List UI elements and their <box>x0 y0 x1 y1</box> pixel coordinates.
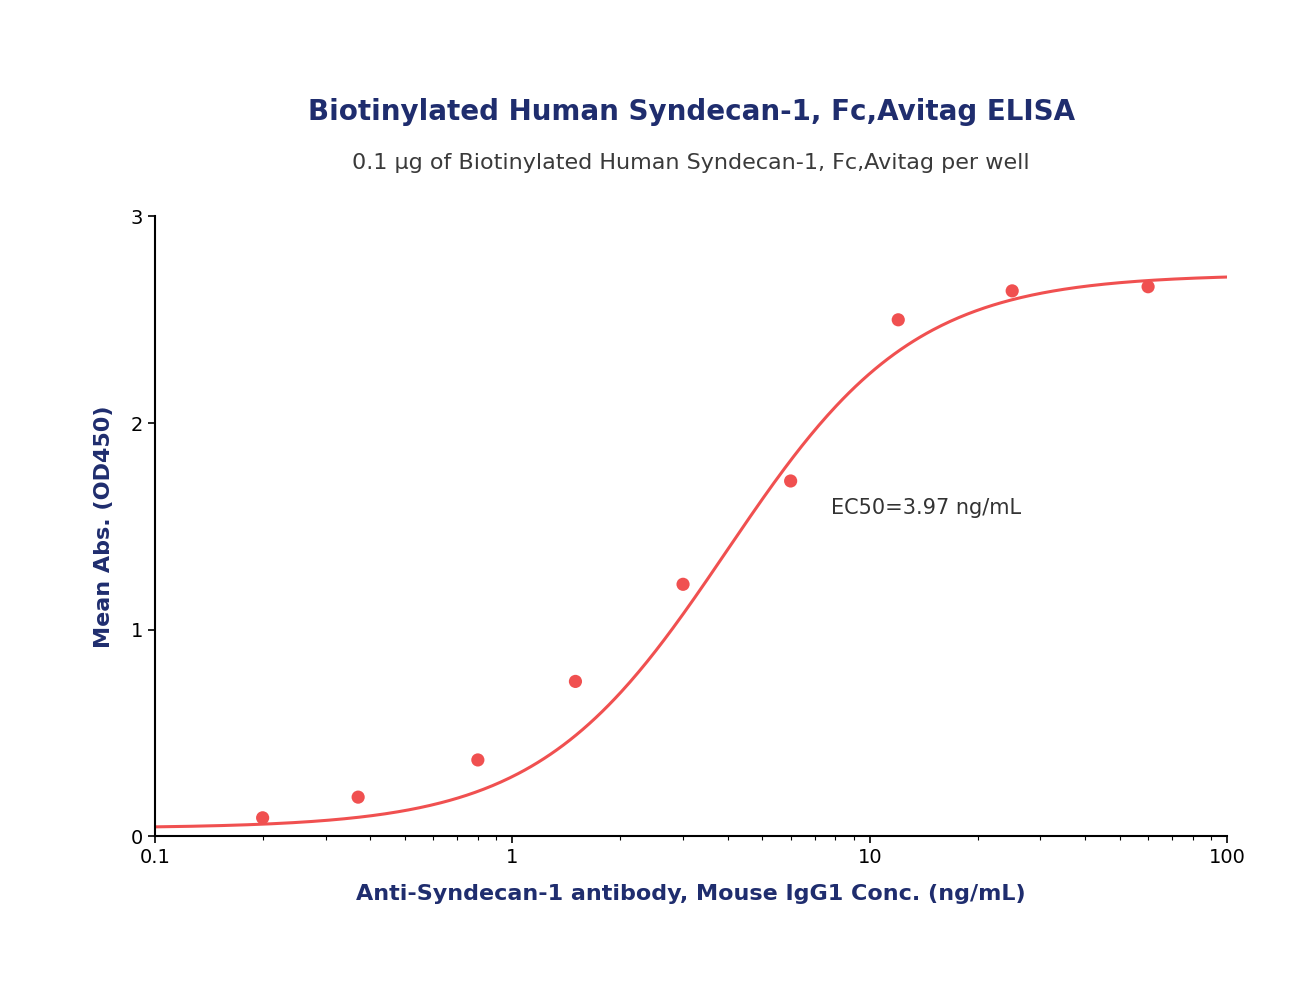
Text: EC50=3.97 ng/mL: EC50=3.97 ng/mL <box>831 498 1021 518</box>
Point <box>468 752 488 768</box>
Y-axis label: Mean Abs. (OD450): Mean Abs. (OD450) <box>94 405 114 647</box>
Point <box>565 673 585 689</box>
X-axis label: Anti-Syndecan-1 antibody, Mouse IgG1 Conc. (ng/mL): Anti-Syndecan-1 antibody, Mouse IgG1 Con… <box>357 884 1026 904</box>
Point <box>1138 278 1159 294</box>
Point <box>348 789 368 805</box>
Point <box>780 473 801 489</box>
Point <box>888 312 908 328</box>
Text: Biotinylated Human Syndecan-1, Fc,Avitag ELISA: Biotinylated Human Syndecan-1, Fc,Avitag… <box>307 98 1075 126</box>
Text: 0.1 μg of Biotinylated Human Syndecan-1, Fc,Avitag per well: 0.1 μg of Biotinylated Human Syndecan-1,… <box>353 153 1030 172</box>
Point <box>673 577 694 592</box>
Point <box>1001 283 1022 299</box>
Point <box>252 810 273 826</box>
